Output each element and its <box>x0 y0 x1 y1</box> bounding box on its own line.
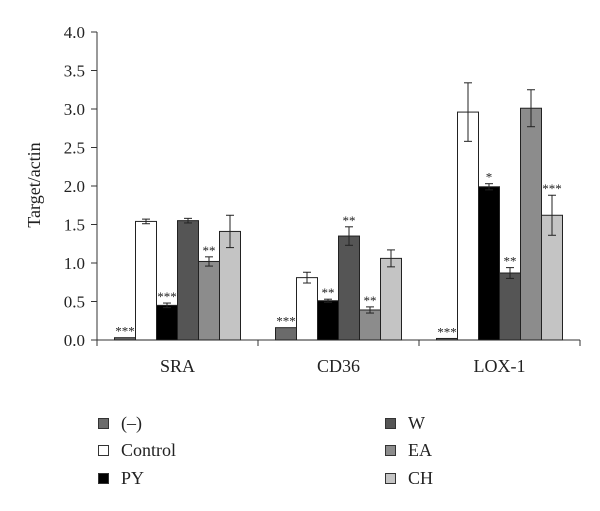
y-tick-label: 0.0 <box>64 331 85 350</box>
y-tick-label: 1.0 <box>64 254 85 273</box>
bars: ************************** <box>114 82 563 341</box>
y-tick-label: 4.0 <box>64 23 85 42</box>
significance-label: ** <box>203 243 216 258</box>
y-tick-label: 0.5 <box>64 293 85 312</box>
significance-label: ** <box>343 213 356 228</box>
bar <box>275 327 297 341</box>
x-axis: SRA CD36 LOX-1 <box>96 339 581 376</box>
bar <box>457 111 479 341</box>
significance-label: *** <box>115 324 135 339</box>
bar <box>135 220 157 341</box>
category-label: LOX-1 <box>474 356 526 376</box>
bar <box>380 257 402 341</box>
significance-label: *** <box>437 324 457 339</box>
y-tick-label: 1.5 <box>64 216 85 235</box>
significance-label: * <box>486 170 493 185</box>
y-tick-label: 2.0 <box>64 177 85 196</box>
bar <box>499 272 521 341</box>
bar <box>198 260 220 341</box>
y-tick-label: 2.5 <box>64 139 85 158</box>
significance-label: ** <box>364 293 377 308</box>
significance-label: *** <box>542 181 562 196</box>
significance-label: ** <box>504 254 517 269</box>
y-tick-label: 3.0 <box>64 100 85 119</box>
bar <box>177 220 199 341</box>
bar <box>359 309 381 341</box>
significance-label: *** <box>276 314 296 329</box>
bar <box>520 107 542 341</box>
bar <box>296 277 318 341</box>
y-axis-label: Target/actin <box>24 142 44 227</box>
bar <box>338 235 360 341</box>
category-label: CD36 <box>317 356 360 376</box>
bar <box>478 186 500 341</box>
significance-label: *** <box>157 289 177 304</box>
bar <box>156 304 178 341</box>
y-axis: 0.0 0.5 1.0 1.5 2.0 2.5 3.0 3.5 4.0 <box>64 23 98 350</box>
significance-label: ** <box>322 285 335 300</box>
category-label: SRA <box>160 356 195 376</box>
y-tick-label: 3.5 <box>64 62 85 81</box>
bar <box>317 300 339 341</box>
